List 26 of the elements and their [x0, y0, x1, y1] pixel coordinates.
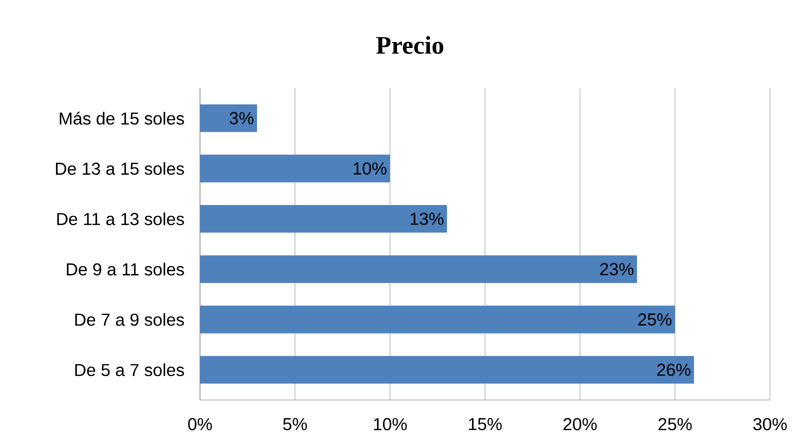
bar — [200, 154, 390, 182]
bar — [200, 356, 694, 384]
y-tick-label: De 13 a 15 soles — [56, 162, 184, 175]
y-tick-label: De 9 a 11 soles — [66, 262, 184, 276]
data-label: 23% — [600, 263, 634, 276]
data-label: 26% — [657, 364, 690, 376]
bar — [200, 204, 448, 233]
x-tick-label: 25% — [658, 418, 692, 430]
y-tick-label: Más de 15 soles — [60, 112, 184, 125]
x-tick-label: 20% — [564, 418, 597, 430]
y-tick-label: De 5 a 7 soles — [75, 363, 184, 376]
x-tick-label: 5% — [283, 418, 307, 430]
bar — [200, 255, 637, 283]
data-label: 3% — [230, 112, 254, 124]
x-tick-label: 0% — [188, 418, 212, 430]
data-label: 13% — [410, 212, 444, 225]
bar — [200, 104, 258, 132]
x-tick-label: 10% — [374, 418, 407, 430]
x-tick-label: 30% — [753, 418, 787, 430]
y-tick-label: De 7 a 9 soles — [75, 313, 184, 326]
data-label: 10% — [354, 162, 386, 175]
data-label: 25% — [638, 313, 672, 326]
chart-title: Precio — [376, 36, 444, 54]
x-tick-label: 15% — [468, 418, 502, 430]
bar — [200, 306, 675, 334]
y-tick-label: De 11 a 13 soles — [57, 212, 184, 226]
